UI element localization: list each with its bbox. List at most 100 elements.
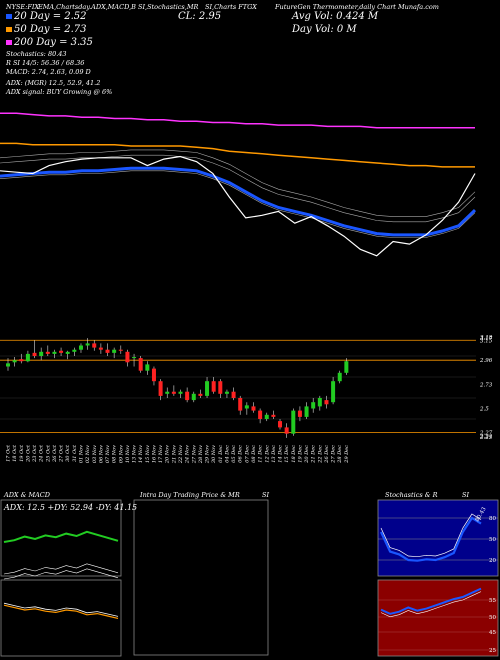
date-tick-label: 04 Dec [224, 445, 230, 463]
candle-body [185, 391, 190, 401]
ema50-label: 50 Day = 2.73 [14, 24, 87, 35]
mrsi-panel-frame [377, 579, 499, 657]
ema20-label: 20 Day = 2.52 [14, 11, 87, 22]
candle-body [125, 351, 130, 363]
date-tick-label: 29 Nov [205, 445, 211, 464]
candle-body [6, 363, 10, 367]
candle-body [171, 391, 176, 394]
ema-envelope-line [0, 170, 476, 238]
candle-body [271, 414, 276, 417]
candle-body [19, 359, 24, 362]
mrsi-lines: 55 50 45 25 [378, 587, 498, 654]
date-tick-label: 26 Oct [52, 444, 58, 463]
price-tick-label: 2.96 [479, 358, 493, 364]
candle-body [317, 398, 322, 407]
date-tick-label: 27 Oct [59, 444, 65, 463]
date-tick-label: 10 Nov [125, 445, 131, 463]
candle-body [311, 402, 316, 409]
date-tick-label: 14 Dec [278, 445, 284, 463]
date-tick-label: 21 Nov [171, 445, 177, 464]
date-tick-label: 01 Dec [218, 445, 224, 463]
date-tick-label: 13 Dec [271, 445, 277, 463]
price-tick-label: 2.23 [479, 435, 493, 441]
price-tick-label: 2.5 [479, 407, 489, 413]
price-tick-label: 3.15 [480, 338, 493, 344]
adx-readout: ADX: (MGR) 12.5, 52.9, 41.2 [6, 79, 101, 87]
date-tick-label: 18 Oct [12, 444, 18, 462]
ema200-label: 200 Day = 3.35 [14, 37, 93, 48]
header-symbol: SI,Charts FTGX [205, 3, 257, 11]
candle-body [324, 400, 329, 405]
date-tick-label: 27 Dec [331, 445, 337, 464]
candle-body [92, 343, 97, 348]
price-tick-label: 2.73 [479, 382, 493, 388]
candle-body [158, 381, 163, 396]
date-tick-label: 05 Dec [231, 445, 237, 463]
candle-body [218, 381, 223, 394]
candle-body [151, 368, 156, 382]
candle-body [52, 351, 57, 354]
candle-body [132, 357, 137, 359]
ema-panel [0, 112, 477, 257]
main-chart-area: 3.183.173.15 2.96 2.73 2.5 2.272.242.23 17 O… [0, 112, 493, 464]
date-tick-label: 13 Nov [132, 445, 138, 463]
date-tick-label: 20 Dec [304, 445, 310, 464]
ema-series-price [0, 155, 476, 257]
day-volume: Day Vol: 0 M [292, 24, 357, 35]
stochastics-readout: Stochastics: 80.43 [6, 50, 67, 58]
date-tick-label: 20 Nov [165, 445, 171, 464]
candle-body [112, 349, 117, 353]
price-tick-label: 3.18 [480, 335, 493, 341]
date-tick-label: 06 Nov [98, 445, 104, 463]
header-chart-kind: EMA,Chartsday.ADX,MACD,B [38, 3, 136, 11]
candle-body [304, 406, 309, 417]
date-tick-label: 23 Oct [32, 444, 38, 463]
stoch-tick-label: 80 [489, 516, 496, 522]
mrsi-signal-line [380, 591, 482, 618]
candle-body [264, 414, 269, 419]
candle-body [12, 360, 17, 363]
mrsi-line [380, 587, 482, 615]
candle-body [251, 406, 256, 411]
date-tick-label: 08 Nov [112, 445, 118, 463]
candle-body [231, 391, 236, 398]
date-tick-label: 17 Nov [158, 445, 164, 463]
adx-line [3, 530, 119, 543]
stoch-panel-title: Stochastics & R [385, 491, 438, 499]
header-ticker: NYSE:FIX [6, 3, 40, 11]
date-tick-label: 08 Dec [251, 445, 257, 463]
close-label: CL: 2.95 [178, 11, 222, 22]
candle-body [72, 349, 77, 352]
date-tick-label: 25 Oct [45, 444, 51, 463]
si-readout: R SI 14/5: 56.36 / 68.36 [6, 59, 85, 67]
candle-body [337, 372, 342, 382]
candle-body [331, 381, 336, 403]
date-tick-label: 22 Dec [317, 445, 323, 464]
candle-body [278, 421, 283, 428]
date-tick-label: 03 Nov [92, 445, 98, 463]
adx-lines [3, 530, 119, 580]
price-tick-label: 2.27 [479, 431, 493, 437]
date-tick-label: 02 Nov [85, 445, 91, 463]
date-tick-label: 19 Oct [19, 444, 25, 462]
adx-di-line [3, 563, 119, 575]
candle-body [178, 391, 183, 394]
mrsi-tick-label: 45 [489, 630, 496, 636]
stoch-tick-label: 20 [489, 558, 496, 564]
date-tick-label: 31 Oct [72, 444, 78, 462]
candle-body [145, 364, 150, 371]
date-tick-label: 01 Nov [78, 445, 84, 463]
adx-panel-title: ADX & MACD [4, 491, 50, 499]
candle-body [198, 393, 203, 396]
price-tick-label: 2.24 [479, 434, 493, 440]
stoch-value-label: 80.43 [475, 506, 488, 523]
price-tick-label: 3.17 [480, 336, 493, 342]
candle-body [118, 349, 123, 351]
ema20-legend-swatch [6, 14, 12, 19]
ema-series-20-day [0, 166, 477, 237]
stoch-tick-label: 50 [489, 537, 496, 543]
candle-body [224, 391, 229, 394]
date-tick-label: 20 Oct [25, 444, 31, 463]
candle-body [238, 398, 243, 411]
stoch-k-line [380, 516, 482, 562]
